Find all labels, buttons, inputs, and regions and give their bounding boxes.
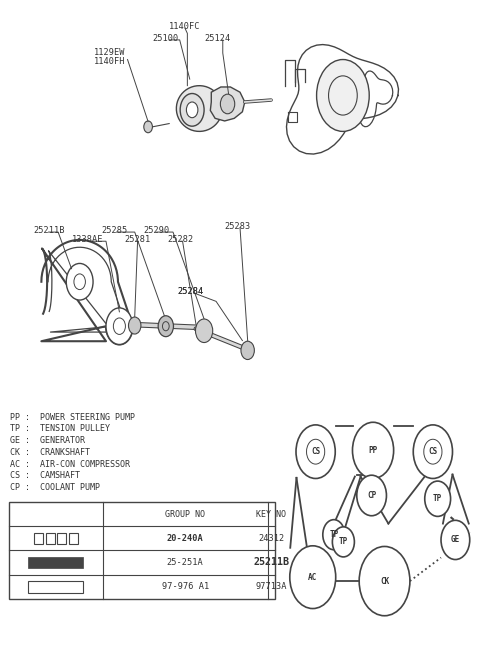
Text: 1338AE: 1338AE (72, 235, 103, 244)
Circle shape (425, 481, 451, 516)
Text: AC :  AIR-CON COMPRESSOR: AC : AIR-CON COMPRESSOR (10, 460, 130, 468)
Bar (35, 533, 43, 544)
Circle shape (352, 422, 394, 479)
Text: CK :  CRANKSHAFT: CK : CRANKSHAFT (10, 448, 90, 457)
Text: 25290: 25290 (144, 226, 169, 235)
Text: CP :  COOLANT PUMP: CP : COOLANT PUMP (10, 483, 100, 492)
Text: 1140FH: 1140FH (94, 57, 126, 66)
Circle shape (296, 425, 335, 479)
Bar (28, 557, 84, 569)
Circle shape (186, 102, 198, 118)
Text: CS: CS (428, 447, 437, 456)
Text: TP: TP (433, 495, 442, 503)
Text: 25285: 25285 (101, 226, 128, 235)
Circle shape (290, 546, 336, 608)
Text: CS: CS (311, 447, 320, 456)
Text: CK: CK (380, 576, 389, 586)
Circle shape (323, 519, 345, 550)
Bar (9, 502, 275, 599)
Circle shape (220, 94, 235, 114)
Text: TP: TP (339, 537, 348, 546)
Text: PP: PP (369, 446, 378, 455)
Text: CP: CP (367, 491, 376, 500)
Circle shape (129, 317, 141, 334)
Text: CS :  CAMSHAFT: CS : CAMSHAFT (10, 472, 80, 480)
Circle shape (106, 308, 133, 345)
Bar (69, 533, 77, 544)
Circle shape (195, 319, 213, 343)
Text: GROUP NO: GROUP NO (165, 510, 205, 519)
Text: AC: AC (308, 572, 317, 582)
Text: 25282: 25282 (167, 235, 193, 244)
Text: KEY NO: KEY NO (256, 510, 287, 519)
Text: GE :  GENERATOR: GE : GENERATOR (10, 436, 85, 445)
Text: TP :  TENSION PULLEY: TP : TENSION PULLEY (10, 424, 110, 434)
Circle shape (357, 476, 386, 515)
Text: 25124: 25124 (204, 34, 230, 43)
Text: 1129EW: 1129EW (94, 48, 126, 57)
Text: 97713A: 97713A (255, 582, 287, 591)
Circle shape (441, 520, 470, 559)
Text: 97-976 A1: 97-976 A1 (162, 582, 209, 591)
Circle shape (332, 527, 354, 557)
Circle shape (359, 546, 410, 616)
Text: 25-251A: 25-251A (167, 558, 204, 567)
Text: 25211B: 25211B (33, 226, 65, 235)
Text: 25211B: 25211B (253, 557, 289, 567)
Bar (28, 581, 84, 593)
Text: 24312: 24312 (258, 534, 285, 543)
Text: 25283: 25283 (225, 221, 251, 231)
Circle shape (317, 60, 369, 132)
Circle shape (413, 425, 453, 479)
Circle shape (158, 316, 173, 337)
Bar (46, 533, 55, 544)
Circle shape (180, 94, 204, 126)
Text: 1140FC: 1140FC (169, 22, 201, 31)
Polygon shape (210, 87, 245, 121)
Text: 25284: 25284 (178, 287, 204, 296)
Polygon shape (176, 86, 222, 132)
Circle shape (144, 121, 153, 133)
Circle shape (66, 263, 93, 300)
Text: GE: GE (451, 535, 460, 544)
Text: TP: TP (329, 530, 338, 539)
Text: 25100: 25100 (153, 34, 179, 43)
Text: PP :  POWER STEERING PUMP: PP : POWER STEERING PUMP (10, 413, 135, 422)
Text: 25281: 25281 (124, 235, 150, 244)
Circle shape (241, 341, 254, 360)
Text: 20-240A: 20-240A (167, 534, 204, 543)
Text: 25284: 25284 (178, 287, 204, 296)
Bar (58, 533, 66, 544)
